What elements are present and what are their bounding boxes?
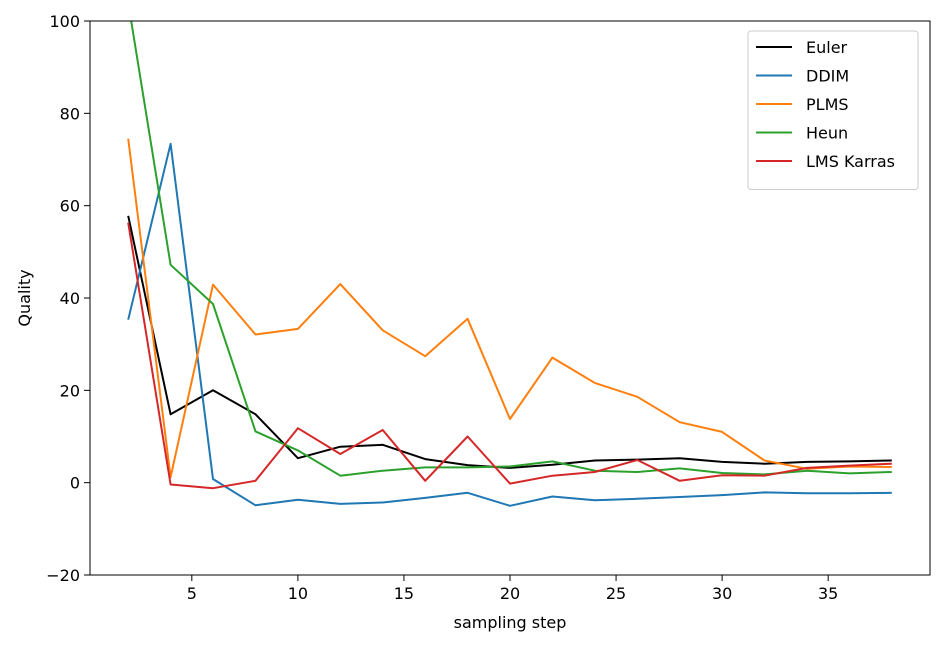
y-tick-label: 60 <box>60 197 80 216</box>
x-axis-label: sampling step <box>454 613 567 632</box>
x-tick-label: 15 <box>394 584 414 603</box>
y-tick-label: 80 <box>60 104 80 123</box>
x-tick-label: 20 <box>500 584 520 603</box>
y-axis: −20 0 20 40 60 80 100 <box>46 12 90 585</box>
legend-entry: Heun <box>806 124 848 143</box>
x-tick-label: 35 <box>818 584 838 603</box>
x-axis: 5 10 15 20 25 30 35 <box>187 575 838 603</box>
legend-entry: PLMS <box>806 95 849 114</box>
x-tick-label: 5 <box>187 584 197 603</box>
series-line-heun <box>130 21 892 477</box>
x-tick-label: 25 <box>606 584 626 603</box>
x-tick-label: 10 <box>288 584 308 603</box>
legend-box <box>747 30 919 190</box>
series-layer <box>127 21 892 507</box>
legend-entry: LMS Karras <box>806 152 895 171</box>
y-tick-label: 0 <box>70 474 80 493</box>
y-tick-label: 100 <box>49 12 80 31</box>
series-line-lms-karras <box>127 222 892 490</box>
legend-entry: Euler <box>806 38 848 57</box>
y-axis-label: Quality <box>15 269 34 326</box>
series-line-plms <box>127 138 892 479</box>
legend: Euler DDIM PLMS Heun LMS Karras <box>747 30 919 190</box>
series-line-euler <box>127 215 892 469</box>
x-tick-label: 30 <box>712 584 732 603</box>
y-tick-label: 20 <box>60 381 80 400</box>
y-tick-label: −20 <box>46 566 80 585</box>
y-tick-label: 40 <box>60 289 80 308</box>
series-line-ddim <box>127 142 892 507</box>
legend-entry: DDIM <box>806 67 849 86</box>
